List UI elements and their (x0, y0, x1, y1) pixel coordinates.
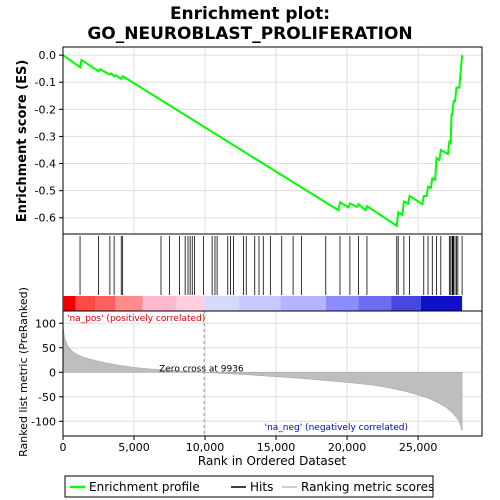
metric-y-tick-label: 0 (49, 366, 56, 379)
es-y-tick-label: -0.3 (35, 130, 56, 143)
es-y-ticks: 0.0 -0.1 -0.2 -0.3 -0.4 -0.5 -0.6 (35, 49, 63, 225)
rank-bar-segment (239, 296, 281, 311)
metric-grid (62, 311, 482, 436)
rank-bar-segment (358, 296, 392, 311)
es-plot-background (63, 47, 482, 234)
metric-x-tick-label: 25,000 (399, 441, 438, 454)
es-y-tick-label: 0.0 (39, 49, 57, 62)
metric-plot-frame (62, 310, 483, 437)
rank-bar-segment (115, 296, 143, 311)
metric-y-ticks: 100 50 0 -50 -100 (31, 317, 63, 428)
enrichment-profile-line (62, 54, 464, 228)
metric-y-tick-label: 100 (35, 317, 56, 330)
rank-bar-segment (142, 296, 177, 311)
metric-x-tick-label: 15,000 (257, 441, 296, 454)
metric-x-tick-label: 5,000 (118, 441, 150, 454)
rank-bar-segment (95, 296, 116, 311)
es-y-tick-label: -0.2 (35, 103, 56, 116)
legend-label-enrichment-profile: Enrichment profile (89, 480, 200, 494)
metric-y-tick-label: -100 (31, 415, 56, 428)
metric-x-axis-label: Rank in Ordered Dataset (198, 454, 346, 468)
rank-bar-segment (75, 296, 96, 311)
hits-panel (62, 233, 483, 312)
rank-bar-segment (176, 296, 205, 311)
ranking-metric-area (62, 325, 463, 432)
rank-bar-segment (325, 296, 359, 311)
legend-label-hits: Hits (250, 480, 273, 494)
rank-bar-segment (280, 296, 326, 311)
es-y-tick-label: -0.5 (35, 185, 56, 198)
chart-subtitle: GO_NEUROBLAST_PROLIFERATION (87, 24, 412, 44)
metric-panel: Zero cross at 9936 'na_pos' (positively … (17, 287, 483, 468)
rank-bar-segment (420, 296, 463, 311)
rank-bar-segment (204, 296, 240, 311)
rank-bar-segment (63, 296, 76, 311)
metric-x-ticks: 0 5,000 10,000 15,000 20,000 25,000 (60, 436, 438, 454)
zero-cross-label: Zero cross at 9936 (159, 364, 244, 374)
legend-label-ranking-metric: Ranking metric scores (301, 480, 434, 494)
metric-x-tick-label: 0 (60, 441, 67, 454)
legend-box (64, 475, 434, 498)
metric-y-tick-label: 50 (42, 342, 56, 355)
positive-correlation-label: 'na_pos' (positively correlated) (67, 314, 205, 324)
metric-x-tick-label: 20,000 (328, 441, 367, 454)
es-y-tick-label: -0.4 (35, 158, 56, 171)
es-y-tick-label: -0.1 (35, 76, 56, 89)
negative-correlation-label: 'na_neg' (negatively correlated) (265, 423, 408, 433)
es-y-axis-label: Enrichment score (ES) (15, 60, 30, 223)
es-y-tick-label: -0.6 (35, 212, 56, 225)
es-panel: 0.0 -0.1 -0.2 -0.3 -0.4 -0.5 -0.6 Enrichment s… (15, 46, 483, 235)
hits-lines (79, 236, 463, 295)
chart-title: Enrichment plot: (170, 4, 330, 24)
metric-y-tick-label: -50 (38, 391, 56, 404)
rank-color-bar (63, 296, 463, 311)
metric-x-tick-label: 10,000 (186, 441, 225, 454)
rank-bar-segment (391, 296, 421, 311)
metric-y-axis-label: Ranked list metric (PreRanked) (17, 287, 30, 457)
legend: Enrichment profile Hits Ranking metric s… (64, 475, 434, 498)
